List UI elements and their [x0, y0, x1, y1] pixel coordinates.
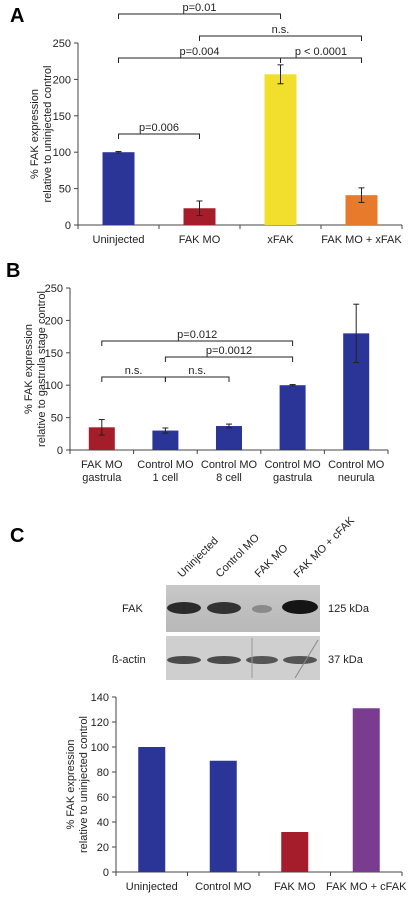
lane-label: FAK MO [253, 542, 291, 580]
blot-band [252, 605, 272, 613]
blot-band [167, 602, 201, 614]
y-tick-label: 80 [97, 767, 109, 779]
y-tick-label: 0 [57, 445, 63, 457]
x-category-label: Control MO [264, 459, 321, 471]
blot-protein-label: FAK [122, 603, 143, 615]
significance-label: n.s. [272, 24, 290, 36]
blot-size-label: 37 kDa [328, 654, 364, 666]
bar [152, 430, 179, 450]
bar [102, 152, 135, 225]
y-tick-label: 120 [91, 717, 109, 729]
x-category-label: FAK MO + cFAK [326, 881, 407, 893]
x-category-label: 1 cell [153, 472, 179, 484]
x-category-label: Uninjected [93, 234, 145, 246]
x-category-label: FAK MO [179, 234, 221, 246]
significance-label: p=0.006 [139, 122, 179, 134]
significance-bracket [280, 57, 362, 63]
blot-band [246, 656, 278, 664]
x-category-label: Control MO [328, 459, 385, 471]
y-tick-label: 0 [103, 867, 109, 879]
chart-c: C Uninjected Control MO FAK MO FAK MO + … [10, 514, 407, 893]
x-category-label: FAK MO [274, 881, 316, 893]
blot-protein-label: ß-actin [112, 654, 146, 666]
y-tick-label: 250 [53, 38, 71, 50]
bar [264, 74, 297, 225]
y-tick-label: 50 [51, 413, 63, 425]
y-axis-label: % FAK expression [23, 324, 35, 414]
significance-label: p=0.004 [179, 46, 219, 58]
bar [183, 208, 216, 225]
significance-bracket [101, 376, 166, 382]
y-tick-label: 20 [97, 842, 109, 854]
panel-c: C Uninjected Control MO FAK MO FAK MO + … [0, 510, 410, 898]
y-tick-label: 60 [97, 792, 109, 804]
y-axis-label: % FAK expression [29, 89, 41, 179]
y-tick-label: 200 [53, 74, 71, 86]
x-category-label: Control MO [137, 459, 194, 471]
significance-label: n.s. [125, 365, 143, 377]
significance-label: n.s. [188, 365, 206, 377]
panel-a: A % FAK expression relative to uninjected… [0, 0, 410, 255]
y-axis-label: % FAK expression [65, 740, 77, 830]
blot-size-label: 125 kDa [328, 603, 370, 615]
significance-bracket [164, 376, 230, 382]
y-tick-label: 100 [53, 147, 71, 159]
significance-bracket [164, 356, 294, 362]
lane-label: FAK MO + cFAK [292, 514, 358, 580]
y-tick-label: 150 [53, 111, 71, 123]
western-blot-fak [166, 585, 320, 632]
x-category-label: Control MO [201, 459, 258, 471]
x-category-label: Uninjected [126, 881, 178, 893]
bar [138, 747, 166, 872]
y-tick-label: 150 [45, 348, 63, 360]
bar [209, 760, 237, 872]
x-category-label: Control MO [195, 881, 252, 893]
y-tick-label: 50 [59, 184, 71, 196]
chart-b: B % FAK expression relative to gastrula s… [6, 260, 389, 484]
significance-label: p=0.012 [177, 329, 217, 341]
significance-bracket [101, 340, 294, 346]
chart-a: A % FAK expression relative to uninjected… [10, 2, 403, 246]
y-tick-label: 100 [91, 742, 109, 754]
blot-band [282, 600, 318, 614]
significance-label: p=0.0012 [206, 345, 252, 357]
bar [352, 708, 380, 872]
blot-band [207, 656, 241, 664]
x-category-label: FAK MO [81, 459, 123, 471]
blot-band [283, 656, 317, 664]
y-tick-label: 0 [65, 220, 71, 232]
panel-b: B % FAK expression relative to gastrula s… [0, 255, 410, 510]
western-blot-actin [166, 636, 320, 680]
y-tick-label: 40 [97, 817, 109, 829]
bar [88, 427, 115, 450]
bar [216, 426, 242, 450]
x-category-label: 8 cell [216, 472, 242, 484]
x-category-label: gastrula [273, 472, 313, 484]
y-tick-label: 100 [45, 380, 63, 392]
significance-bracket [118, 133, 200, 139]
significance-bracket [118, 13, 281, 19]
significance-bracket [118, 57, 281, 63]
panel-label-b: B [6, 260, 20, 282]
significance-label: p < 0.0001 [295, 46, 347, 58]
bar [281, 832, 309, 872]
x-category-label: gastrula [82, 472, 122, 484]
y-tick-label: 250 [45, 283, 63, 295]
y-axis-label: relative to uninjected control [78, 716, 90, 853]
x-category-label: FAK MO + xFAK [321, 234, 402, 246]
blot-band [167, 656, 201, 664]
bar [279, 385, 306, 450]
y-tick-label: 140 [91, 692, 109, 704]
significance-bracket [199, 35, 362, 41]
x-category-label: neurula [338, 472, 376, 484]
panel-label-c: C [10, 525, 24, 547]
significance-label: p=0.01 [183, 2, 217, 14]
x-category-label: xFAK [267, 234, 294, 246]
blot-band [207, 602, 241, 614]
y-axis-label: relative to gastrula stage control [36, 291, 48, 447]
y-tick-label: 200 [45, 315, 63, 327]
panel-label-a: A [10, 5, 24, 27]
y-axis-label: relative to uninjected control [42, 66, 54, 203]
